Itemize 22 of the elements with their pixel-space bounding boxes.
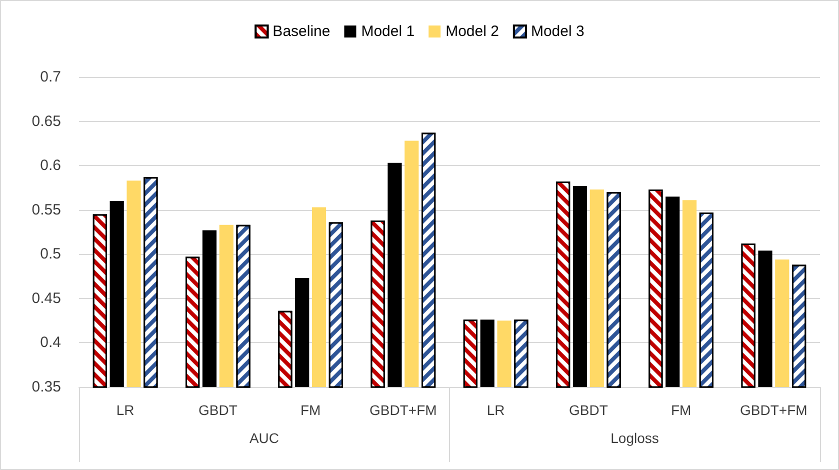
- y-tick-label: 0.35: [32, 378, 61, 396]
- y-tick-label: 0.45: [32, 290, 61, 307]
- legend-label: Model 3: [530, 23, 584, 40]
- legend-label: Model 1: [361, 23, 415, 40]
- x-tick-label: FM: [670, 402, 692, 418]
- x-tick-label: LR: [486, 402, 505, 418]
- x-tick-label: LR: [116, 402, 134, 418]
- x-tick-label: GBDT+FM: [370, 402, 437, 418]
- text: Logloss: [610, 430, 659, 446]
- y-tick-label: 0.65: [32, 112, 61, 130]
- x-tick-label: GBDT: [198, 402, 238, 418]
- x-tick-label: FM: [300, 402, 321, 418]
- x-tick-label: GBDT: [568, 402, 608, 418]
- y-tick-label: 0.6: [40, 157, 61, 174]
- text: AUC: [249, 430, 280, 446]
- y-tick-label: 0.55: [32, 201, 61, 218]
- y-tick-label: 0.5: [40, 246, 61, 263]
- y-tick-label: 0.4: [40, 334, 61, 352]
- legend-label: Baseline: [272, 23, 330, 40]
- legend-label: Model 2: [446, 23, 499, 40]
- y-tick-label: 0.7: [40, 68, 61, 86]
- x-tick-label: GBDT+FM: [740, 402, 808, 418]
